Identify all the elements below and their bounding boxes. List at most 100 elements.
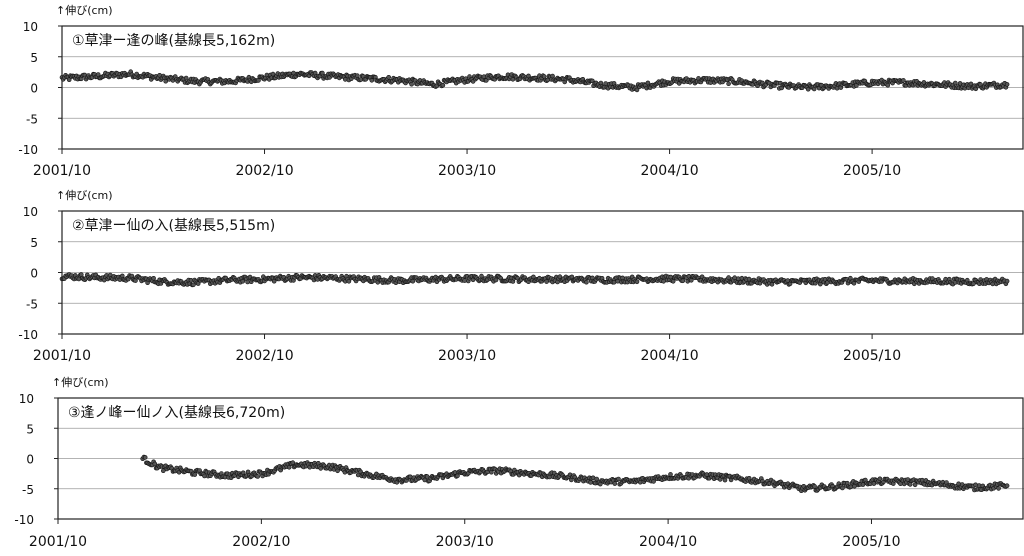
- data-point: [996, 486, 1001, 491]
- data-point: [550, 73, 555, 79]
- y-tick-label: -5: [26, 112, 38, 126]
- data-point: [616, 476, 621, 482]
- data-point: [877, 476, 883, 482]
- chart-title-box: [63, 212, 403, 238]
- chart-panel-1: 10 5 0 -5 -10 2001/10 2002/10 2003/10 2004/10 200…: [18, 4, 1024, 179]
- x-tick-label: 2004/10: [640, 348, 698, 364]
- x-tick-label: 2001/10: [29, 534, 87, 550]
- data-point: [901, 78, 906, 83]
- data-point: [584, 279, 589, 285]
- y-tick-label: 0: [30, 267, 38, 281]
- x-tick-label: 2003/10: [438, 163, 496, 179]
- y-tick-label: -10: [18, 143, 38, 157]
- data-point: [240, 278, 246, 284]
- x-tick-label: 2005/10: [843, 348, 901, 364]
- data-point: [479, 273, 484, 279]
- y-tick-label: -5: [26, 297, 38, 311]
- data-point: [320, 70, 325, 76]
- data-point: [885, 82, 891, 88]
- data-point: [440, 82, 446, 88]
- data-point: [569, 274, 575, 280]
- data-point: [634, 279, 640, 285]
- chart-panel-2: 10 5 0 -5 -10 2001/10 2002/10 2003/10 2004/10 200…: [18, 189, 1024, 364]
- y-tick-label: 0: [30, 82, 38, 96]
- x-tick-label: 2004/10: [639, 534, 697, 550]
- data-point: [612, 481, 618, 486]
- data-point: [726, 275, 731, 280]
- data-point: [270, 71, 276, 77]
- x-tick-label: 2003/10: [436, 534, 494, 550]
- data-point: [355, 73, 360, 78]
- y-tick-label: 5: [30, 51, 38, 65]
- data-point: [410, 278, 416, 284]
- data-point: [1004, 483, 1010, 489]
- data-point: [907, 482, 913, 487]
- data-point: [346, 278, 352, 284]
- data-point: [746, 276, 752, 282]
- x-tick-label: 2001/10: [33, 348, 91, 364]
- data-point: [594, 476, 600, 482]
- x-tick-label: 2002/10: [235, 348, 293, 364]
- data-point: [812, 484, 817, 489]
- x-tick-label: 2005/10: [843, 163, 901, 179]
- data-point: [151, 275, 156, 281]
- data-point: [255, 474, 261, 479]
- data-point: [455, 473, 460, 479]
- data-point: [245, 279, 250, 285]
- data-point: [386, 75, 392, 80]
- y-tick-label: -5: [22, 483, 34, 497]
- data-point: [588, 480, 593, 485]
- data-point: [286, 464, 292, 470]
- x-tick-label: 2003/10: [438, 348, 496, 364]
- x-tick-label: 2001/10: [33, 163, 91, 179]
- data-point: [726, 81, 731, 86]
- y-axis-label: ↑伸び(cm): [56, 4, 113, 17]
- y-axis-label: ↑伸び(cm): [52, 376, 109, 389]
- series-1: [59, 272, 1010, 288]
- data-point: [769, 281, 775, 287]
- y-tick-label: 5: [26, 422, 34, 436]
- data-point: [840, 485, 845, 491]
- data-point: [952, 80, 958, 86]
- data-point: [152, 461, 158, 467]
- data-point: [1004, 278, 1010, 284]
- data-point: [680, 278, 686, 284]
- data-point: [256, 78, 261, 83]
- data-point: [161, 468, 166, 474]
- x-tick-label: 2005/10: [842, 534, 900, 550]
- chart-title: ①草津ー逢の峰(基線長5,162m): [72, 32, 275, 49]
- chart-title-box: [59, 399, 399, 425]
- y-tick-label: 10: [23, 20, 38, 34]
- data-point: [195, 281, 201, 286]
- data-point: [634, 87, 640, 93]
- data-point: [531, 274, 536, 280]
- x-tick-label: 2004/10: [640, 163, 698, 179]
- chart-title-box: [63, 27, 403, 53]
- data-point: [290, 460, 296, 466]
- data-point: [688, 277, 694, 283]
- series-1: [140, 454, 1010, 494]
- chart-panel-3: 10 5 0 -5 -10 2001/10 2002/10 2003/10 2004/10 200…: [14, 376, 1024, 550]
- y-tick-label: -10: [18, 328, 38, 342]
- series-1: [59, 69, 1010, 93]
- data-point: [409, 81, 414, 87]
- data-point: [120, 273, 125, 279]
- y-tick-label: -10: [14, 513, 34, 527]
- data-point: [142, 455, 148, 460]
- chart-title: ③逢ノ峰ー仙ノ入(基線長6,720m): [68, 404, 285, 421]
- data-point: [191, 282, 196, 288]
- y-tick-label: 10: [23, 205, 38, 219]
- x-tick-label: 2002/10: [232, 534, 290, 550]
- y-axis-label: ↑伸び(cm): [56, 189, 113, 202]
- data-point: [462, 278, 467, 283]
- data-point: [668, 472, 673, 477]
- data-point: [912, 482, 918, 488]
- data-point: [526, 73, 531, 79]
- data-point: [493, 277, 499, 283]
- y-tick-label: 5: [30, 236, 38, 250]
- data-point: [670, 278, 676, 284]
- y-tick-label: 0: [26, 453, 34, 467]
- data-point: [645, 80, 651, 86]
